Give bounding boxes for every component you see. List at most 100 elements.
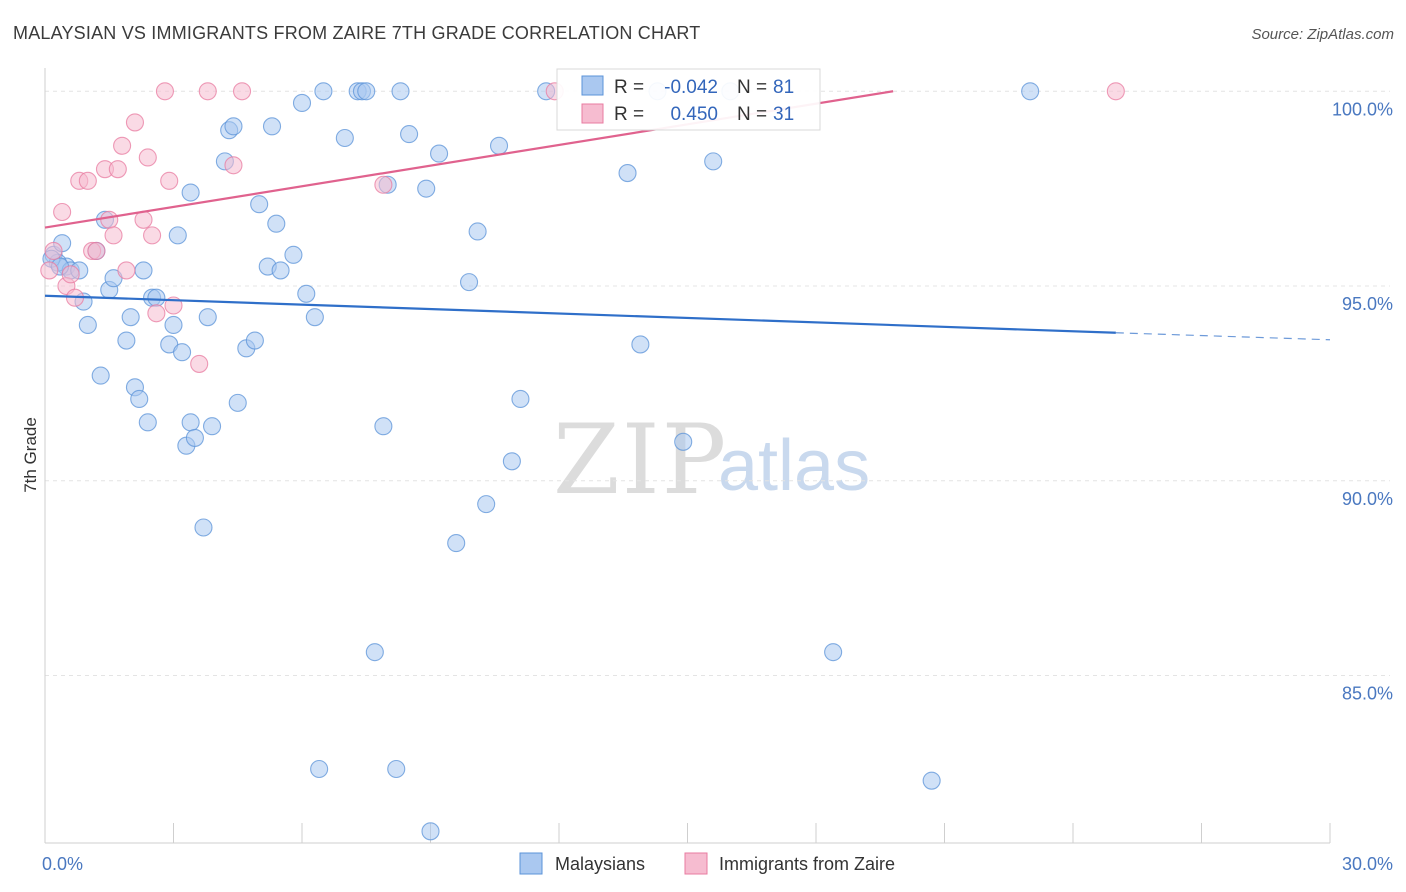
zaire-point-24 <box>190 354 209 373</box>
stats-box: R = -0.042 N = 81 R = 0.450 N = 31 <box>556 68 821 131</box>
zaire-point-22 <box>160 171 179 190</box>
stats-r-value-2: 0.450 <box>670 104 718 125</box>
zaire-point-4 <box>61 265 80 284</box>
malaysian-point-26 <box>181 413 200 432</box>
zaire-point-12 <box>104 226 123 245</box>
malaysian-point-24 <box>173 343 192 362</box>
legend-label-malaysians: Malaysians <box>555 854 645 874</box>
zaire-point-19 <box>143 226 162 245</box>
malaysian-point-43 <box>284 245 303 264</box>
malaysian-point-78 <box>1021 82 1040 101</box>
malaysian-point-67 <box>502 452 521 471</box>
zaire-point-14 <box>113 136 132 155</box>
y-tick-label-2: 90.0% <box>1342 489 1393 509</box>
zaire-point-0 <box>40 261 59 280</box>
malaysian-point-45 <box>297 284 316 303</box>
malaysian-point-18 <box>138 413 157 432</box>
zaire-point-13 <box>108 160 127 179</box>
malaysian-point-73 <box>674 432 693 451</box>
malaysian-point-65 <box>477 495 496 514</box>
y-tick-labels: 100.0% 95.0% 90.0% 85.0% <box>1332 99 1393 703</box>
malaysian-point-23 <box>168 226 187 245</box>
malaysian-point-74 <box>704 152 723 171</box>
malaysian-point-28 <box>181 183 200 202</box>
malaysian-point-42 <box>271 261 290 280</box>
stats-swatch-blue <box>581 75 604 96</box>
legend-swatch-malaysians <box>519 852 543 875</box>
malaysian-point-64 <box>468 222 487 241</box>
malaysian-point-41 <box>267 214 286 233</box>
watermark-zip: ZIP <box>553 404 728 516</box>
malaysians-points <box>42 82 1040 841</box>
malaysian-point-13 <box>117 331 136 350</box>
legend-label-zaire: Immigrants from Zaire <box>719 854 895 874</box>
axes <box>44 68 1331 844</box>
malaysian-point-14 <box>121 308 140 327</box>
malaysian-point-22 <box>164 315 183 335</box>
zaire-point-1 <box>44 241 63 261</box>
watermark-atlas: atlas <box>718 426 870 506</box>
malaysian-point-70 <box>618 164 637 183</box>
malaysian-point-30 <box>198 308 217 327</box>
zaire-point-26 <box>224 156 243 175</box>
malaysian-point-27 <box>185 428 204 447</box>
stats-r-label-2: R = <box>614 104 644 125</box>
zaire-point-27 <box>232 82 252 101</box>
malaysian-point-63 <box>459 273 479 292</box>
malaysian-point-76 <box>824 643 843 662</box>
malaysian-trend-extension <box>1115 332 1331 341</box>
zaire-point-28 <box>374 175 393 194</box>
stats-r-value-1: -0.042 <box>664 77 718 98</box>
zaire-point-16 <box>125 113 144 132</box>
malaysian-point-53 <box>365 643 384 662</box>
zaire-point-7 <box>78 171 97 190</box>
stats-n-label-1: N = <box>737 77 767 98</box>
legend: Malaysians Immigrants from Zaire <box>519 852 895 875</box>
malaysian-point-29 <box>194 518 213 537</box>
gridlines <box>45 90 1390 677</box>
malaysian-point-37 <box>245 331 264 350</box>
stats-n-value-2: 31 <box>773 104 794 125</box>
zaire-points <box>40 82 1125 373</box>
watermark: ZIP atlas <box>553 404 870 516</box>
malaysian-point-44 <box>292 93 312 112</box>
malaysian-point-71 <box>631 335 650 354</box>
y-tick-label-1: 95.0% <box>1342 294 1393 314</box>
malaysian-point-57 <box>391 82 410 101</box>
x-tick-label-1: 30.0% <box>1342 854 1393 874</box>
zaire-point-25 <box>198 82 217 101</box>
malaysian-point-31 <box>203 417 222 436</box>
legend-swatch-zaire <box>684 852 708 875</box>
zaire-point-17 <box>134 210 153 229</box>
malaysian-point-7 <box>78 315 97 335</box>
malaysian-point-46 <box>305 308 324 327</box>
chart-title: MALAYSIAN VS IMMIGRANTS FROM ZAIRE 7TH G… <box>13 23 700 43</box>
zaire-point-30 <box>1106 82 1125 101</box>
malaysian-point-60 <box>421 822 440 841</box>
malaysian-point-66 <box>489 136 509 155</box>
y-tick-label-3: 85.0% <box>1342 684 1393 704</box>
zaire-point-2 <box>53 202 72 222</box>
zaire-point-21 <box>155 82 174 101</box>
malaysian-point-47 <box>310 759 329 779</box>
zaire-point-18 <box>138 148 157 167</box>
malaysian-point-52 <box>357 82 376 101</box>
stats-n-value-1: 81 <box>773 77 794 98</box>
stats-r-label-1: R = <box>614 77 644 98</box>
zaire-point-9 <box>87 241 106 261</box>
malaysian-point-61 <box>430 144 449 163</box>
x-tick-label-0: 0.0% <box>42 854 83 874</box>
malaysian-point-49 <box>335 128 354 148</box>
malaysian-trend-line <box>44 294 1116 334</box>
y-axis-label: 7th Grade <box>21 417 40 493</box>
malaysian-point-16 <box>130 389 149 409</box>
malaysian-point-54 <box>374 417 393 436</box>
malaysian-point-68 <box>511 389 530 409</box>
zaire-point-15 <box>117 261 136 280</box>
stats-n-label-2: N = <box>737 104 767 125</box>
malaysian-point-59 <box>417 179 436 198</box>
stats-swatch-pink <box>581 103 604 124</box>
malaysian-point-12 <box>91 366 110 385</box>
malaysian-point-34 <box>224 117 243 136</box>
